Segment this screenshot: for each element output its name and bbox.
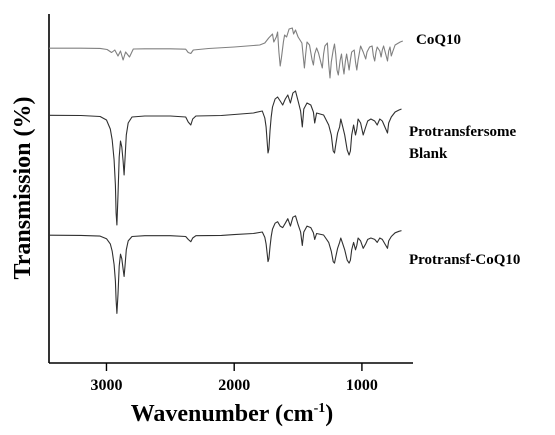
x-tick-label: 2000 <box>218 377 250 394</box>
series-line-3 <box>49 216 402 314</box>
x-axis-title-superscript: -1 <box>314 401 326 416</box>
series-labels: CoQ10 Protransfersome Blank Protransf-CoQ10 <box>409 32 520 268</box>
x-tick-label: 3000 <box>90 377 122 394</box>
y-axis-title: Transmission (%) <box>10 97 36 280</box>
series-line-1 <box>49 28 403 78</box>
plot-area: 3000 2000 1000 CoQ10 Protransfersome Blank Pr… <box>49 14 520 394</box>
series-line-2 <box>49 91 402 225</box>
x-tick-label: 1000 <box>346 377 378 394</box>
x-axis-ticks: 3000 2000 1000 <box>90 363 377 394</box>
x-axis-title-main: Wavenumber (cm <box>131 401 314 427</box>
series-label-2: Blank <box>409 146 448 162</box>
x-axis-title: Wavenumber (cm-1) <box>131 401 334 427</box>
series-label-2: Protransfersome <box>409 124 517 140</box>
series-lines <box>49 28 403 313</box>
series-label-1: CoQ10 <box>416 32 461 48</box>
x-axis-title-end: ) <box>325 401 333 427</box>
series-label-3: Protransf-CoQ10 <box>409 252 520 268</box>
